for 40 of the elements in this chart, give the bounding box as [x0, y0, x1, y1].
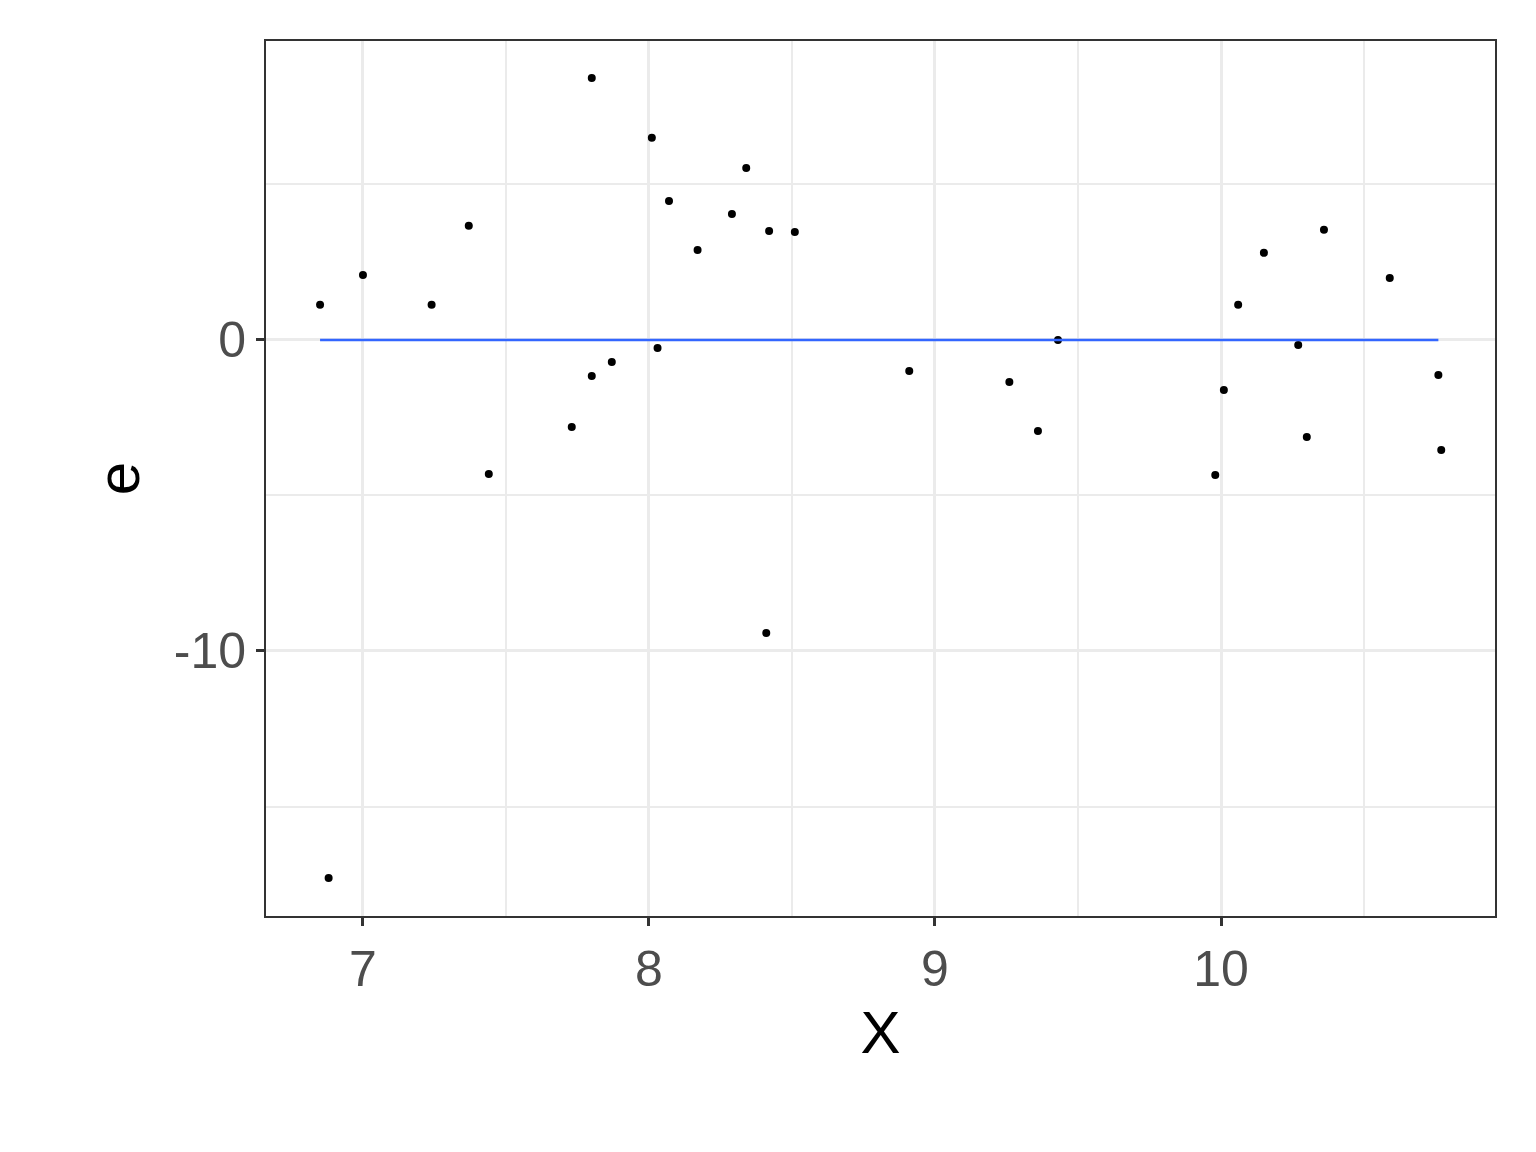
point — [1319, 225, 1328, 234]
y-axis-title: e — [84, 461, 152, 496]
point — [1302, 432, 1311, 441]
point — [647, 133, 656, 142]
point — [1437, 446, 1446, 455]
point — [316, 300, 325, 309]
point — [1234, 300, 1243, 309]
point — [1385, 274, 1394, 283]
point — [427, 300, 436, 309]
point — [324, 874, 333, 883]
point — [1434, 371, 1443, 380]
point — [790, 227, 799, 236]
point — [464, 221, 473, 230]
y-tick-label: 0 — [218, 312, 246, 369]
x-tick-label: 8 — [635, 941, 663, 997]
point — [1211, 470, 1220, 479]
point — [905, 367, 914, 376]
point — [1033, 427, 1042, 436]
point — [762, 628, 771, 637]
point — [358, 270, 367, 279]
x-tick-label: 9 — [921, 941, 949, 997]
point — [1294, 340, 1303, 349]
point — [607, 358, 616, 367]
point — [664, 196, 673, 205]
point — [765, 227, 774, 236]
point — [693, 246, 702, 255]
point — [653, 344, 662, 353]
x-axis-title: X — [860, 999, 901, 1066]
x-tick-label: 10 — [1193, 941, 1249, 997]
point — [1259, 248, 1268, 257]
point — [587, 74, 596, 83]
point — [727, 209, 736, 218]
point — [742, 163, 751, 172]
point — [567, 423, 576, 432]
point — [587, 372, 596, 381]
point — [1219, 386, 1228, 394]
point — [1005, 377, 1014, 386]
y-tick-label: -10 — [173, 623, 246, 680]
x-tick-label: 7 — [349, 941, 377, 997]
point — [484, 469, 493, 478]
